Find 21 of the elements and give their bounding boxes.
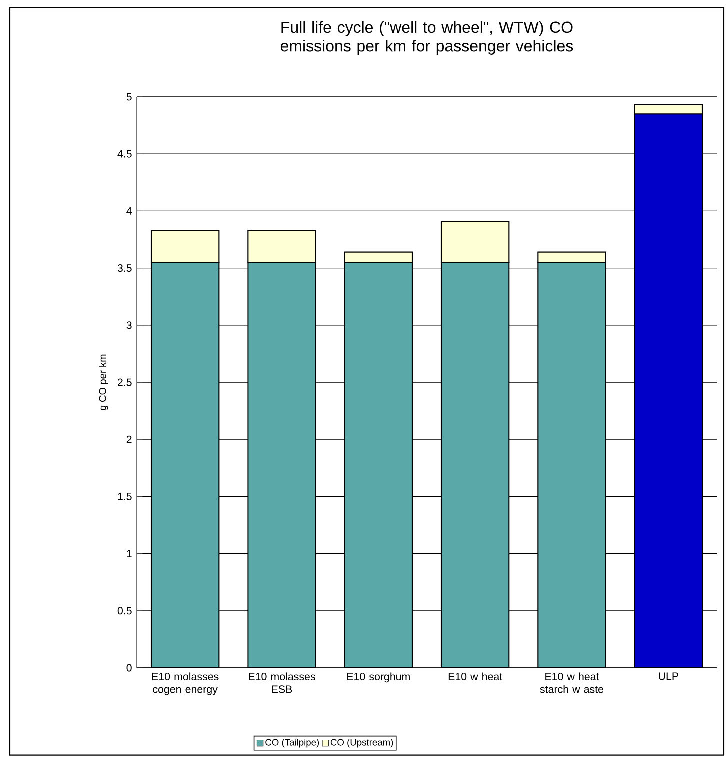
- legend-label: CO (Upstream): [330, 738, 394, 748]
- y-tick-label: 4: [126, 208, 132, 215]
- y-tick-label: 1: [127, 550, 132, 558]
- y-tick-label: 2.5: [118, 378, 132, 386]
- x-tick-label: E10 w heat starch w aste: [540, 672, 604, 694]
- x-tick-label: E10 molasses ESB: [249, 672, 316, 694]
- y-tick-label: 3.5: [118, 264, 132, 272]
- legend-label: CO (Tailpipe): [266, 738, 320, 748]
- y-tick-label: 3: [126, 322, 132, 330]
- x-tick-label: ULP: [659, 672, 678, 680]
- y-tick-label: 1.5: [118, 492, 132, 500]
- y-tick-label: 0: [126, 664, 132, 672]
- x-tick-label: E10 sorghum: [348, 672, 410, 683]
- chart-title: Full life cycle ("well to wheel", WTW) CO emissions per km for passenger vehicles: [280, 21, 574, 55]
- y-tick-label: 2: [126, 436, 132, 444]
- x-tick-label: E10 molasses cogen energy: [152, 672, 219, 696]
- y-tick-label: 4.5: [118, 150, 132, 158]
- x-tick-label: E10 w heat: [448, 672, 503, 681]
- y-tick-label: 0.5: [118, 607, 132, 615]
- y-axis-title: g CO per km: [98, 354, 108, 410]
- y-tick-label: 5: [126, 93, 132, 101]
